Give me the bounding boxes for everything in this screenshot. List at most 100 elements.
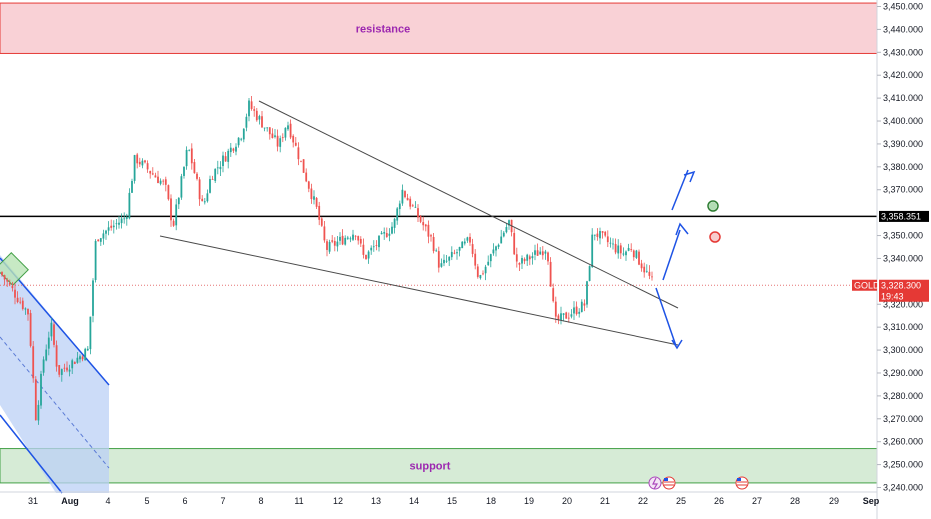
candle-body [110, 225, 113, 228]
current-price-tag-text: 3,328.300 [881, 280, 921, 290]
candle-body [604, 231, 607, 236]
key-level-tag-bg [879, 210, 929, 222]
candle-body [99, 238, 102, 242]
channel-lower-line [0, 414, 63, 494]
candle-body [458, 246, 461, 251]
candle-body [76, 357, 79, 363]
candle-body [573, 307, 575, 314]
candle-body [229, 147, 232, 153]
candle-body [339, 236, 341, 241]
candle-body [346, 237, 349, 239]
candle-body [177, 197, 180, 205]
candle-body [326, 241, 328, 250]
time-tick-label: Sep [863, 496, 880, 506]
candle-body [73, 361, 76, 364]
candle-body [560, 313, 562, 321]
candle-body [240, 138, 243, 140]
candle-body [310, 188, 313, 200]
candle-body [274, 135, 276, 137]
candle-body [406, 197, 409, 201]
candle-body [146, 163, 149, 170]
candle-body [591, 234, 594, 267]
price-tick-label: 3,350.000 [883, 231, 923, 241]
candle-body [89, 316, 92, 350]
candle-body [63, 367, 66, 369]
candle-body [118, 222, 120, 225]
resistance-label: resistance [356, 23, 410, 35]
candle-body [349, 238, 352, 240]
candle-body [437, 251, 440, 268]
candle-body [372, 246, 375, 248]
symbol-tag-bg [852, 279, 877, 291]
lightning-event-icon[interactable] [648, 476, 662, 490]
candle-body [32, 346, 35, 379]
candle-body [536, 250, 539, 256]
price-tick-label: 3,280.000 [883, 391, 923, 401]
projection-arrows [655, 169, 696, 350]
candle-body [521, 258, 523, 264]
candle-body [167, 185, 170, 200]
candle-body [84, 348, 87, 361]
support-label: support [410, 461, 451, 473]
candle-body [219, 166, 222, 170]
candle-body [206, 193, 209, 202]
candle-body [513, 232, 516, 255]
candle-body [409, 198, 412, 207]
target-marker-green[interactable] [707, 200, 719, 212]
candle-body [583, 303, 586, 306]
candle-body [79, 356, 81, 360]
candle-body [125, 217, 128, 219]
price-tick-label: 3,370.000 [883, 185, 923, 195]
candle-body [297, 147, 300, 160]
candle-body [34, 379, 37, 421]
candle-body [185, 149, 188, 167]
candle-body [401, 189, 404, 204]
price-tick-label: 3,400.000 [883, 116, 923, 126]
candle-body [578, 311, 581, 314]
candle-body [172, 220, 175, 226]
stop-marker-red[interactable] [709, 231, 721, 243]
candle-body [131, 180, 133, 193]
bearish-arrow [655, 287, 677, 347]
time-tick-label: 31 [28, 496, 38, 506]
candle-body [593, 234, 596, 236]
price-tick-label: 3,340.000 [883, 253, 923, 263]
candle-body [541, 251, 544, 256]
candle-body [227, 150, 230, 162]
time-tick-label: 29 [829, 496, 839, 506]
candle-body [487, 261, 490, 266]
candle-body [596, 233, 599, 237]
wedge-upper-line [258, 100, 679, 309]
time-axis[interactable]: 31 Aug 4 5 6 7 8 11 12 13 14 15 18 19 20 21 22 25 26 27 28 29… [28, 496, 880, 506]
candle-body [307, 181, 310, 189]
lightning-glyph-icon [652, 477, 659, 490]
candle-body [627, 247, 630, 251]
candle-body [115, 223, 118, 225]
candle-body [154, 175, 157, 178]
candle-body [133, 155, 136, 181]
candle-body [305, 172, 308, 182]
candle-body [471, 244, 474, 254]
zones-layer: resistance support [0, 2, 878, 484]
candle-body [638, 251, 640, 265]
time-tick-label: 11 [294, 496, 303, 506]
candle-body [1, 271, 3, 276]
candle-body [180, 176, 183, 198]
candle-body [375, 245, 378, 246]
candle-body [622, 253, 625, 255]
candle-body [214, 168, 217, 181]
candle-body [391, 226, 393, 234]
candle-body [27, 308, 29, 315]
price-axis[interactable]: 3,450.000 3,440.000 3,430.000 3,420.000 3,41… [877, 2, 923, 493]
price-tick-label: 3,390.000 [883, 139, 923, 149]
time-tick-label: 6 [182, 496, 187, 506]
price-tick-label: 3,420.000 [883, 70, 923, 80]
candle-body [617, 245, 620, 254]
price-tick-label: 3,310.000 [883, 322, 923, 332]
price-tick-label: 3,300.000 [883, 345, 923, 355]
candle-body [474, 253, 477, 266]
candle-body [450, 251, 453, 258]
candle-body [47, 337, 50, 349]
candle-body [502, 232, 505, 237]
